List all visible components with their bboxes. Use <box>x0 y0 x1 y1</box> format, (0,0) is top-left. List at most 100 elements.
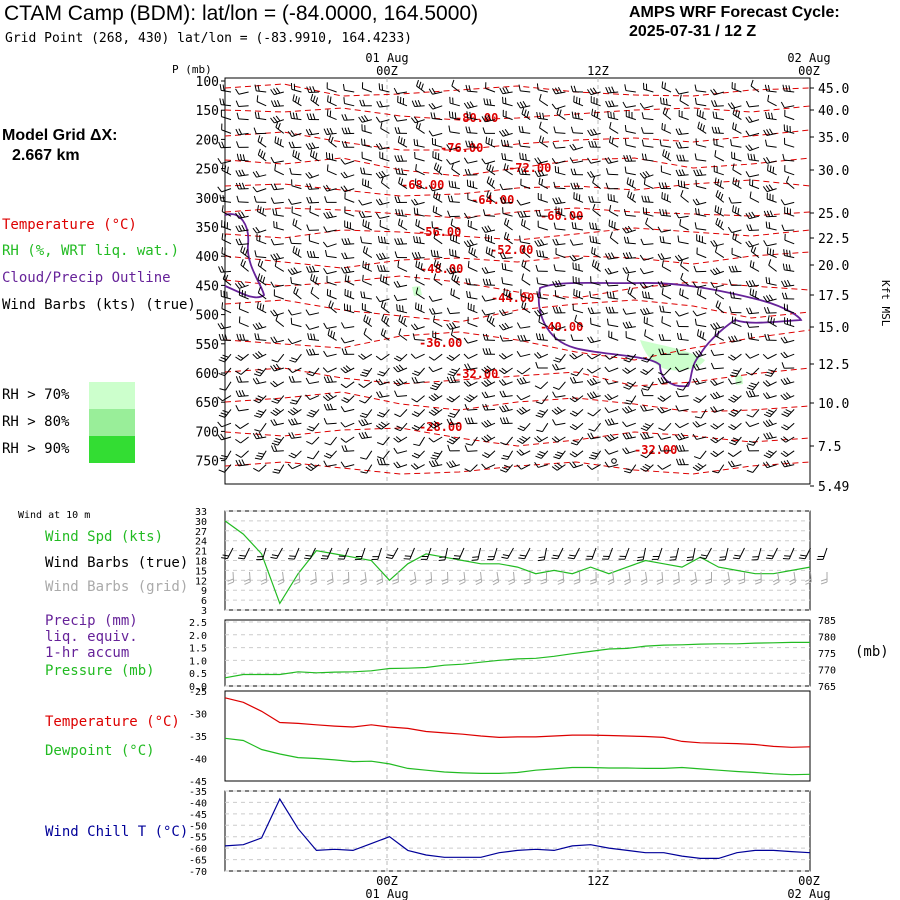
wind-barb <box>253 127 267 135</box>
barb-flag <box>376 391 381 398</box>
barb-staff <box>291 212 302 217</box>
barb-flag <box>772 249 774 257</box>
barb-staff <box>749 119 760 123</box>
wind-barb-grid <box>492 571 500 586</box>
barb-staff <box>810 571 812 583</box>
barb-flag <box>291 357 298 361</box>
barb-flag <box>730 102 736 109</box>
barb-flag <box>748 384 755 388</box>
barb-flag <box>430 249 433 257</box>
barb-staff <box>257 154 267 162</box>
barb-flag <box>383 316 387 323</box>
barb-staff <box>643 436 654 440</box>
wind-barb-true <box>585 547 597 560</box>
wind-barb <box>534 435 549 443</box>
barb-flag <box>483 420 489 427</box>
wind-barb <box>393 461 408 469</box>
barb-flag <box>425 578 432 582</box>
barb-flag <box>535 361 539 369</box>
wind-barb <box>622 101 636 109</box>
barb-flag <box>574 112 577 119</box>
barb-staff <box>714 171 724 176</box>
wind-barb <box>362 245 373 259</box>
wind-barb <box>323 268 337 275</box>
barb-flag <box>644 463 651 468</box>
wind-barb <box>271 445 284 452</box>
barb-flag <box>534 310 539 317</box>
barb-flag <box>748 440 756 444</box>
barb-flag <box>428 103 434 110</box>
barb-flag <box>677 254 683 261</box>
barb-flag <box>219 457 227 460</box>
barb-flag <box>312 251 316 258</box>
barb-flag <box>727 356 734 361</box>
barb-flag <box>287 131 293 137</box>
barb-flag <box>765 276 768 284</box>
wind-barb <box>290 83 302 93</box>
barb-flag <box>526 111 530 118</box>
wind-barb <box>536 422 549 433</box>
wind-barb <box>274 136 285 148</box>
wind-barb <box>362 260 373 272</box>
barb-staff <box>344 89 355 93</box>
barb-flag <box>411 199 416 206</box>
barb-staff <box>363 251 373 259</box>
barb-flag <box>675 212 680 219</box>
barb-staff <box>644 335 654 341</box>
pressure-tick-label: 650 <box>196 396 219 411</box>
barb-staff <box>520 326 531 329</box>
barb-staff <box>381 319 390 327</box>
wind-barb <box>450 328 461 341</box>
wind-barb <box>657 280 672 288</box>
barb-flag <box>623 209 627 216</box>
barb-flag <box>379 458 383 465</box>
barb-flag <box>661 122 663 130</box>
temperature-contour <box>224 157 811 177</box>
barb-flag <box>538 135 542 142</box>
wind-barb <box>447 210 460 218</box>
barb-staff <box>467 408 478 411</box>
barb-flag <box>772 578 779 583</box>
wind-barb <box>359 409 373 418</box>
barb-flag <box>312 113 316 120</box>
wind-barb <box>627 286 637 300</box>
barb-flag <box>381 252 386 259</box>
wind-barb <box>516 464 531 470</box>
barb-flag <box>435 206 438 214</box>
barb-staff <box>767 100 777 107</box>
barb-staff <box>291 270 302 275</box>
wind-barb <box>397 95 408 107</box>
wind-barb-grid <box>326 571 334 586</box>
wind-barb <box>710 362 724 370</box>
barb-flag <box>535 209 539 217</box>
barb-staff <box>591 547 597 560</box>
barb-flag <box>217 396 223 402</box>
barb-staff <box>344 450 355 452</box>
wind-barb <box>499 404 513 413</box>
wind-barb <box>256 95 267 107</box>
wind-barb <box>451 162 461 176</box>
barb-flag <box>237 282 243 288</box>
barb-flag <box>732 177 735 184</box>
barb-staff <box>436 450 443 460</box>
barb-flag <box>258 322 263 329</box>
date-tick-label: 01 Aug <box>365 51 408 65</box>
barb-flag <box>697 463 704 468</box>
barb-flag <box>255 170 260 177</box>
barb-flag <box>662 209 665 216</box>
barb-staff <box>503 293 513 300</box>
barb-staff <box>520 201 531 206</box>
wind-barb <box>235 211 249 219</box>
wind-barb <box>288 141 302 149</box>
barb-staff <box>732 128 742 134</box>
wind-barb <box>322 393 337 402</box>
wind-barb <box>465 278 478 286</box>
wind-barb <box>732 205 742 217</box>
barb-flag <box>765 185 771 191</box>
barb-flag <box>446 144 451 151</box>
barb-flag <box>431 87 436 94</box>
barb-flag <box>272 309 278 316</box>
barb-flag <box>748 212 753 219</box>
wind-barb <box>254 250 267 259</box>
barb-staff <box>591 464 601 470</box>
